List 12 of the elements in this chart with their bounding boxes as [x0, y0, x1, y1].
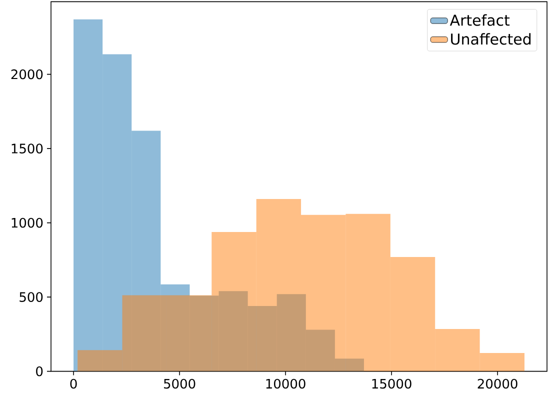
- x-tick-label: 15000: [372, 378, 412, 389]
- x-tick-label: 20000: [478, 378, 518, 389]
- x-tick-label: 5000: [164, 378, 196, 389]
- x-tick-label: 10000: [266, 378, 306, 389]
- x-tick-label: 0: [70, 378, 77, 389]
- y-tick-label: 1500: [12, 144, 43, 154]
- y-tick-label: 500: [20, 292, 43, 302]
- y-tick-label: 2000: [11, 69, 43, 80]
- y-tick-label: 0: [36, 366, 43, 376]
- y-tick-label: 1000: [12, 218, 43, 228]
- legend-label: Artefact: [450, 14, 510, 26]
- legend-label: Unaffected: [451, 33, 531, 45]
